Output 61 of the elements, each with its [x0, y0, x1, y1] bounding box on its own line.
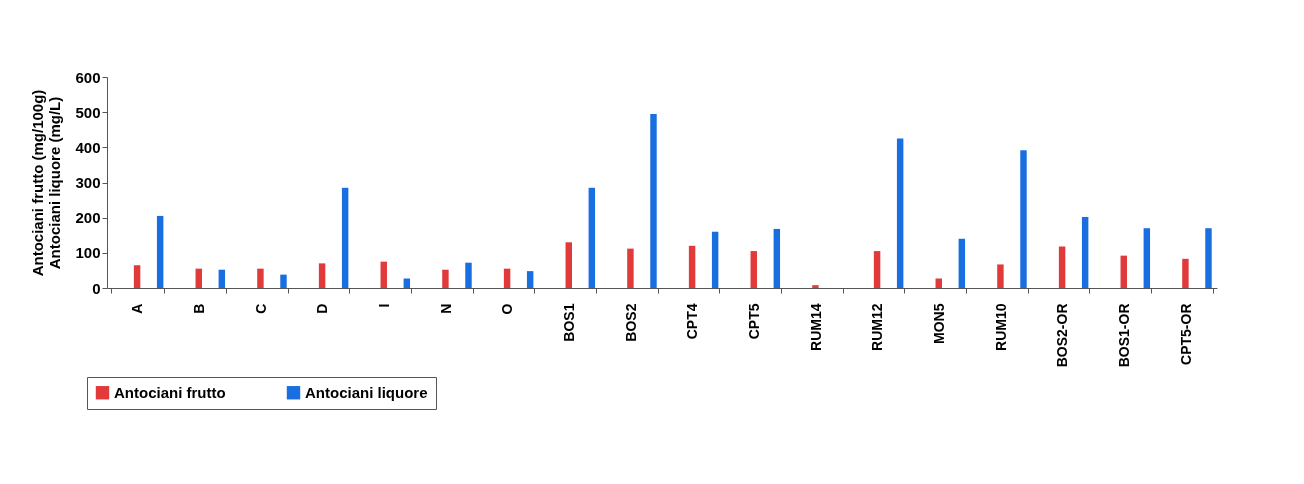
- bar: [650, 113, 657, 288]
- bar: [257, 268, 264, 288]
- x-tick-label: D: [314, 303, 331, 314]
- x-tick-label: CPT5: [746, 303, 762, 340]
- bar: [588, 187, 596, 288]
- x-tick-label: BOS2: [622, 303, 639, 342]
- x-tick-label: RUM14: [807, 303, 824, 351]
- y-tick-label: 0: [92, 279, 101, 297]
- bar: [1058, 246, 1066, 288]
- bar: [812, 285, 819, 288]
- bar: [711, 231, 719, 288]
- legend-label: Antociani liquore: [305, 383, 428, 401]
- y-tick-label: 400: [75, 138, 101, 156]
- x-tick-label: RUM10: [992, 303, 1009, 351]
- x-tick-label: BOS1-OR: [1116, 303, 1132, 368]
- y-tick-label: 500: [75, 103, 101, 121]
- bar: [1143, 228, 1151, 288]
- y-tick-label: 300: [75, 174, 101, 191]
- y-tick-label: 600: [75, 68, 101, 86]
- bar: [503, 268, 511, 288]
- bar: [1120, 255, 1127, 288]
- bar: [750, 251, 757, 288]
- bar: [280, 274, 287, 288]
- bar: [873, 251, 881, 288]
- x-tick-label: I: [376, 303, 392, 308]
- bar: [218, 269, 226, 288]
- y-tick-label: 100: [75, 244, 101, 262]
- bar: [1182, 258, 1189, 288]
- x-tick-label: O: [499, 303, 516, 315]
- bar: [773, 228, 781, 288]
- x-tick-label: B: [191, 303, 207, 314]
- bar: [688, 245, 696, 288]
- bar: [627, 248, 634, 288]
- x-tick-label: A: [129, 303, 146, 314]
- bar: [526, 271, 534, 288]
- x-tick-label: CPT5-OR: [1177, 303, 1194, 365]
- bar: [156, 215, 164, 288]
- y-axis-title: Antociani frutto (mg/100g) Antociani liquore (mg/L): [29, 89, 64, 277]
- bar: [1081, 216, 1089, 288]
- bar: [565, 242, 572, 288]
- bar: [465, 262, 472, 288]
- x-tick-label: MON5: [931, 303, 947, 344]
- bar: [318, 263, 326, 288]
- bar: [997, 264, 1004, 288]
- bar: [958, 238, 966, 288]
- bar: [133, 265, 141, 288]
- bar: [195, 268, 202, 288]
- bar: [896, 138, 904, 288]
- x-tick-label: RUM12: [869, 303, 886, 351]
- bar: [380, 261, 387, 288]
- x-tick-label: C: [252, 303, 269, 314]
- bar: [1020, 150, 1027, 288]
- bar: [341, 187, 349, 288]
- bar: [1205, 228, 1212, 288]
- x-tick-label: BOS1: [561, 303, 577, 342]
- legend-label: Antociani frutto: [114, 383, 226, 401]
- y-tick-label: 200: [75, 209, 101, 227]
- x-tick-label: N: [437, 303, 454, 314]
- x-tick-label: CPT4: [684, 303, 701, 340]
- bar: [442, 269, 449, 288]
- x-tick-label: BOS2-OR: [1054, 303, 1071, 368]
